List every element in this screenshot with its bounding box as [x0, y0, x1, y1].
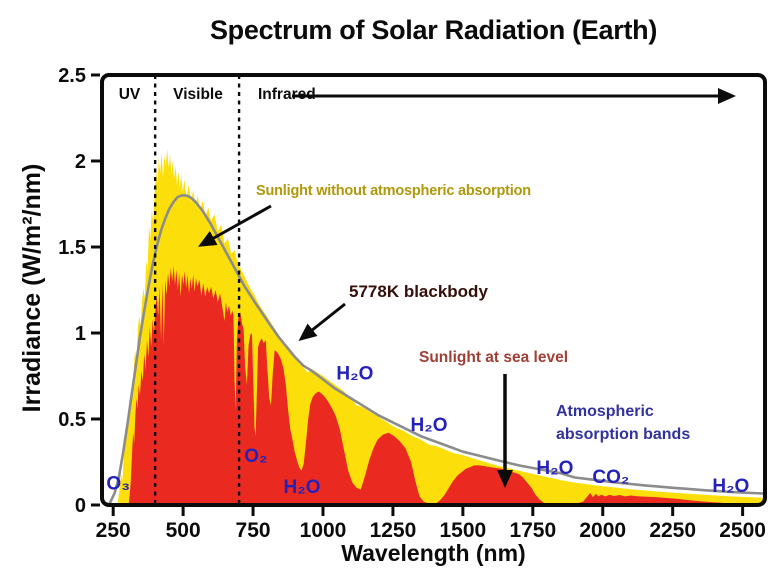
y-tick-label: 0	[75, 495, 86, 517]
y-tick-label: 2	[75, 151, 86, 173]
series-line-blackbody	[108, 194, 764, 504]
molecule-label: H₂O	[411, 415, 448, 436]
plot-border	[100, 73, 767, 507]
molecule-label: O₂	[244, 446, 267, 467]
no-absorption-callout-arrow	[198, 204, 272, 247]
callout-5778k-blackbody: 5778K blackbody	[349, 282, 488, 301]
molecule-label: O₃	[106, 474, 130, 495]
x-tick-label: 1500	[440, 519, 487, 542]
molecule-label: H₂O	[536, 458, 573, 479]
absorption-band-labels: O₃ O₂ H₂O H₂O H₂O H₂O CO₂ H₂O	[106, 364, 749, 499]
region-label-visible: Visible	[173, 86, 223, 103]
x-tick-label: 1250	[370, 519, 417, 542]
y-tick-label: 1.5	[58, 237, 86, 259]
x-axis-title: Wavelength (nm)	[341, 540, 526, 566]
callout-sunlight-at-sea-level: Sunlight at sea level	[419, 349, 569, 366]
blackbody-curve-group	[108, 194, 764, 504]
callout-atmospheric-absorption-bands: Atmospheric absorption bands	[556, 400, 690, 446]
x-tick-label: 250	[96, 519, 131, 542]
region-label-infrared: Infrared	[258, 86, 316, 103]
region-boundary-dashed-lines	[153, 75, 241, 505]
series-area-sea-level	[128, 265, 749, 504]
chart-title: Spectrum of Solar Radiation (Earth)	[209, 15, 658, 45]
x-tick-label: 500	[166, 519, 201, 542]
molecule-label: CO₂	[592, 467, 629, 488]
x-tick-label: 1000	[300, 519, 347, 542]
y-tick-label: 1	[75, 323, 86, 345]
x-tick-label: 2000	[579, 519, 626, 542]
region-label-uv: UV	[118, 86, 141, 103]
callout-sunlight-without-absorption: Sunlight without atmospheric absorption	[256, 183, 531, 199]
molecule-label: H₂O	[336, 364, 373, 385]
x-tick-label: 2250	[649, 519, 696, 542]
x-tick-label: 2500	[719, 519, 766, 542]
annotation-arrows	[198, 88, 736, 488]
molecule-label: H₂O	[284, 477, 321, 498]
blackbody-callout-arrow	[298, 302, 346, 341]
x-tick-label: 750	[236, 519, 271, 542]
callout-atmospheric-line2: absorption bands	[556, 426, 691, 443]
axis-ticks: 250 500 750 1000 1250 1500 1750 2000 2250 2500 0 0.…	[58, 65, 766, 542]
y-tick-label: 2.5	[58, 65, 86, 87]
spectrum-area-fills	[117, 149, 764, 504]
y-tick-label: 0.5	[58, 409, 86, 431]
x-tick-label: 1750	[509, 519, 556, 542]
molecule-label: H₂O	[712, 476, 749, 497]
callout-atmospheric-line1: Atmospheric	[556, 403, 654, 420]
